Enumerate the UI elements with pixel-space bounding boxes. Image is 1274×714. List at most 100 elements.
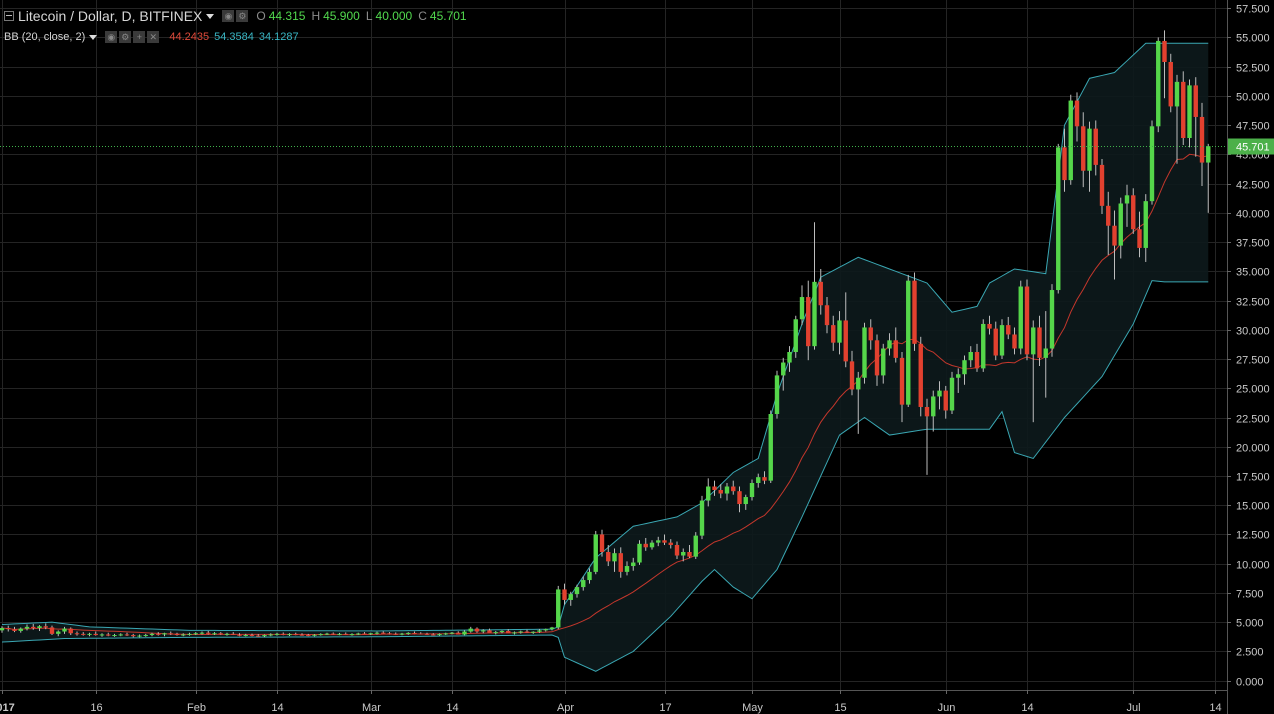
candle	[887, 340, 892, 349]
y-tick-label: 27.500	[1236, 355, 1270, 367]
low-value: 40.000	[375, 9, 413, 23]
candle	[962, 360, 967, 375]
candle	[1018, 286, 1023, 349]
candle	[806, 297, 811, 347]
candle	[993, 328, 998, 356]
candle	[868, 327, 873, 341]
candle	[737, 491, 742, 505]
close-icon[interactable]: ✕	[147, 31, 160, 43]
add-icon[interactable]: +	[133, 31, 146, 43]
y-tick-label: 7.500	[1236, 589, 1264, 601]
x-tick-label: 14	[1209, 702, 1221, 714]
candle	[793, 319, 798, 353]
candle	[6, 628, 11, 630]
candle	[1143, 201, 1148, 248]
price-axis[interactable]: 0.000 2.500 5.000 7.500 10.000 12.500 15.000 17…	[1227, 4, 1270, 689]
candle	[368, 633, 373, 635]
y-tick-label: 47.500	[1236, 121, 1270, 133]
candle	[749, 483, 755, 498]
candle	[262, 635, 267, 637]
candle	[412, 632, 417, 634]
y-tick-label: 42.500	[1236, 180, 1270, 192]
candle	[1124, 195, 1130, 204]
candle	[1006, 325, 1011, 335]
x-tick-label: Jun	[938, 702, 956, 714]
candle	[137, 635, 142, 637]
candle	[618, 553, 623, 572]
candle	[81, 633, 86, 635]
candle	[387, 633, 392, 635]
candle	[1187, 85, 1192, 138]
eye-icon[interactable]: ◉	[222, 10, 235, 22]
candle	[399, 633, 405, 635]
candle	[356, 633, 361, 635]
time-axis[interactable]: 2017 16 Feb 14 Mar 14 Apr 17 May 15 Jun 14 Jul 14	[0, 690, 1222, 714]
candle	[1199, 116, 1205, 163]
candle	[931, 396, 936, 417]
candle	[218, 633, 223, 635]
candle	[674, 544, 680, 556]
candle	[637, 543, 642, 563]
candle	[706, 486, 711, 501]
indicator-label[interactable]: BB (20, close, 2)	[4, 31, 86, 43]
candle	[524, 631, 530, 633]
candle	[293, 634, 298, 636]
candle	[756, 477, 761, 483]
eye-icon[interactable]: ◉	[105, 31, 118, 43]
symbol-title[interactable]: Litecoin / Dollar, D, BITFINEX	[18, 8, 203, 24]
band-upper-line	[1, 42, 1209, 632]
collapse-icon[interactable]	[4, 11, 14, 21]
settings-icon[interactable]: ⚙	[236, 10, 249, 22]
candle	[43, 626, 48, 628]
candle	[256, 635, 261, 637]
candle	[812, 281, 817, 347]
candle	[568, 594, 573, 600]
candle	[324, 633, 330, 635]
candle	[574, 587, 580, 595]
candle	[462, 631, 467, 635]
candle	[443, 633, 448, 635]
candle	[862, 327, 867, 378]
candle	[849, 361, 855, 390]
candle	[956, 374, 961, 378]
candle	[106, 634, 111, 636]
candle	[718, 490, 723, 494]
open-key: O	[256, 9, 266, 23]
candle	[593, 534, 598, 572]
x-tick-label: 14	[446, 702, 458, 714]
open-value: 44.315	[268, 9, 306, 23]
candle	[856, 377, 861, 390]
candle	[549, 627, 555, 630]
candle	[824, 305, 830, 326]
bb-basis-value: 44.2435	[169, 31, 210, 43]
candle	[49, 627, 55, 634]
candle	[12, 629, 17, 631]
candle	[437, 634, 442, 636]
chevron-down-icon[interactable]	[89, 34, 98, 40]
candle	[281, 633, 286, 635]
candle	[193, 633, 198, 635]
chevron-down-icon[interactable]	[206, 13, 215, 19]
candle	[1043, 348, 1048, 358]
indicator-legend: BB (20, close, 2) ◉ ⚙ + ✕ 44.2435 54.358…	[4, 31, 299, 43]
y-tick-label: 20.000	[1236, 443, 1270, 455]
low-key: L	[365, 9, 373, 23]
candle	[249, 635, 255, 637]
candle	[24, 626, 30, 629]
last-price-badge-label: 45.701	[1236, 142, 1270, 154]
candle	[656, 540, 661, 543]
candle	[456, 632, 461, 635]
candle	[974, 352, 980, 369]
candle	[499, 630, 505, 633]
candle	[99, 634, 105, 636]
candle	[762, 477, 767, 481]
candle	[31, 626, 36, 629]
candle	[312, 634, 317, 636]
settings-icon[interactable]: ⚙	[119, 31, 132, 43]
y-tick-label: 25.000	[1236, 384, 1270, 396]
candle	[537, 630, 542, 632]
candle	[724, 486, 730, 494]
candle	[1081, 126, 1086, 171]
band-lower-line	[1, 280, 1209, 672]
